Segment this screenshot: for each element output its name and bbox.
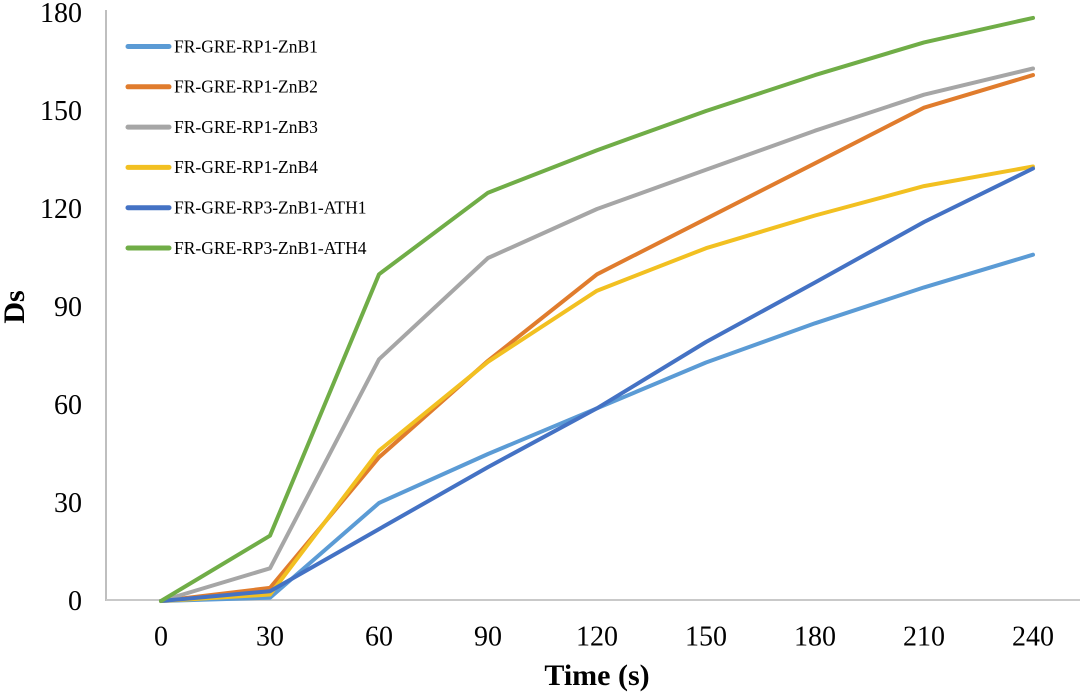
svg-text:FR-GRE-RP3-ZnB1-ATH4: FR-GRE-RP3-ZnB1-ATH4 (174, 238, 367, 258)
svg-text:30: 30 (256, 622, 284, 653)
svg-text:Ds: Ds (0, 290, 31, 323)
svg-text:30: 30 (54, 488, 82, 519)
svg-text:210: 210 (903, 622, 945, 653)
svg-text:FR-GRE-RP1-ZnB3: FR-GRE-RP1-ZnB3 (174, 117, 318, 137)
svg-text:240: 240 (1012, 622, 1054, 653)
svg-text:FR-GRE-RP1-ZnB4: FR-GRE-RP1-ZnB4 (174, 157, 318, 177)
svg-text:180: 180 (40, 0, 82, 29)
svg-text:90: 90 (54, 292, 82, 323)
svg-text:60: 60 (365, 622, 393, 653)
svg-text:FR-GRE-RP1-ZnB1: FR-GRE-RP1-ZnB1 (174, 36, 318, 56)
svg-text:0: 0 (68, 586, 82, 617)
svg-text:60: 60 (54, 390, 82, 421)
svg-text:150: 150 (685, 622, 727, 653)
svg-text:FR-GRE-RP1-ZnB2: FR-GRE-RP1-ZnB2 (174, 77, 318, 97)
svg-text:120: 120 (40, 194, 82, 225)
svg-text:Time (s): Time (s) (544, 659, 649, 692)
svg-text:120: 120 (576, 622, 618, 653)
svg-text:FR-GRE-RP3-ZnB1-ATH1: FR-GRE-RP3-ZnB1-ATH1 (174, 198, 367, 218)
svg-text:150: 150 (40, 96, 82, 127)
svg-text:90: 90 (474, 622, 502, 653)
svg-text:0: 0 (154, 622, 168, 653)
svg-text:180: 180 (794, 622, 836, 653)
